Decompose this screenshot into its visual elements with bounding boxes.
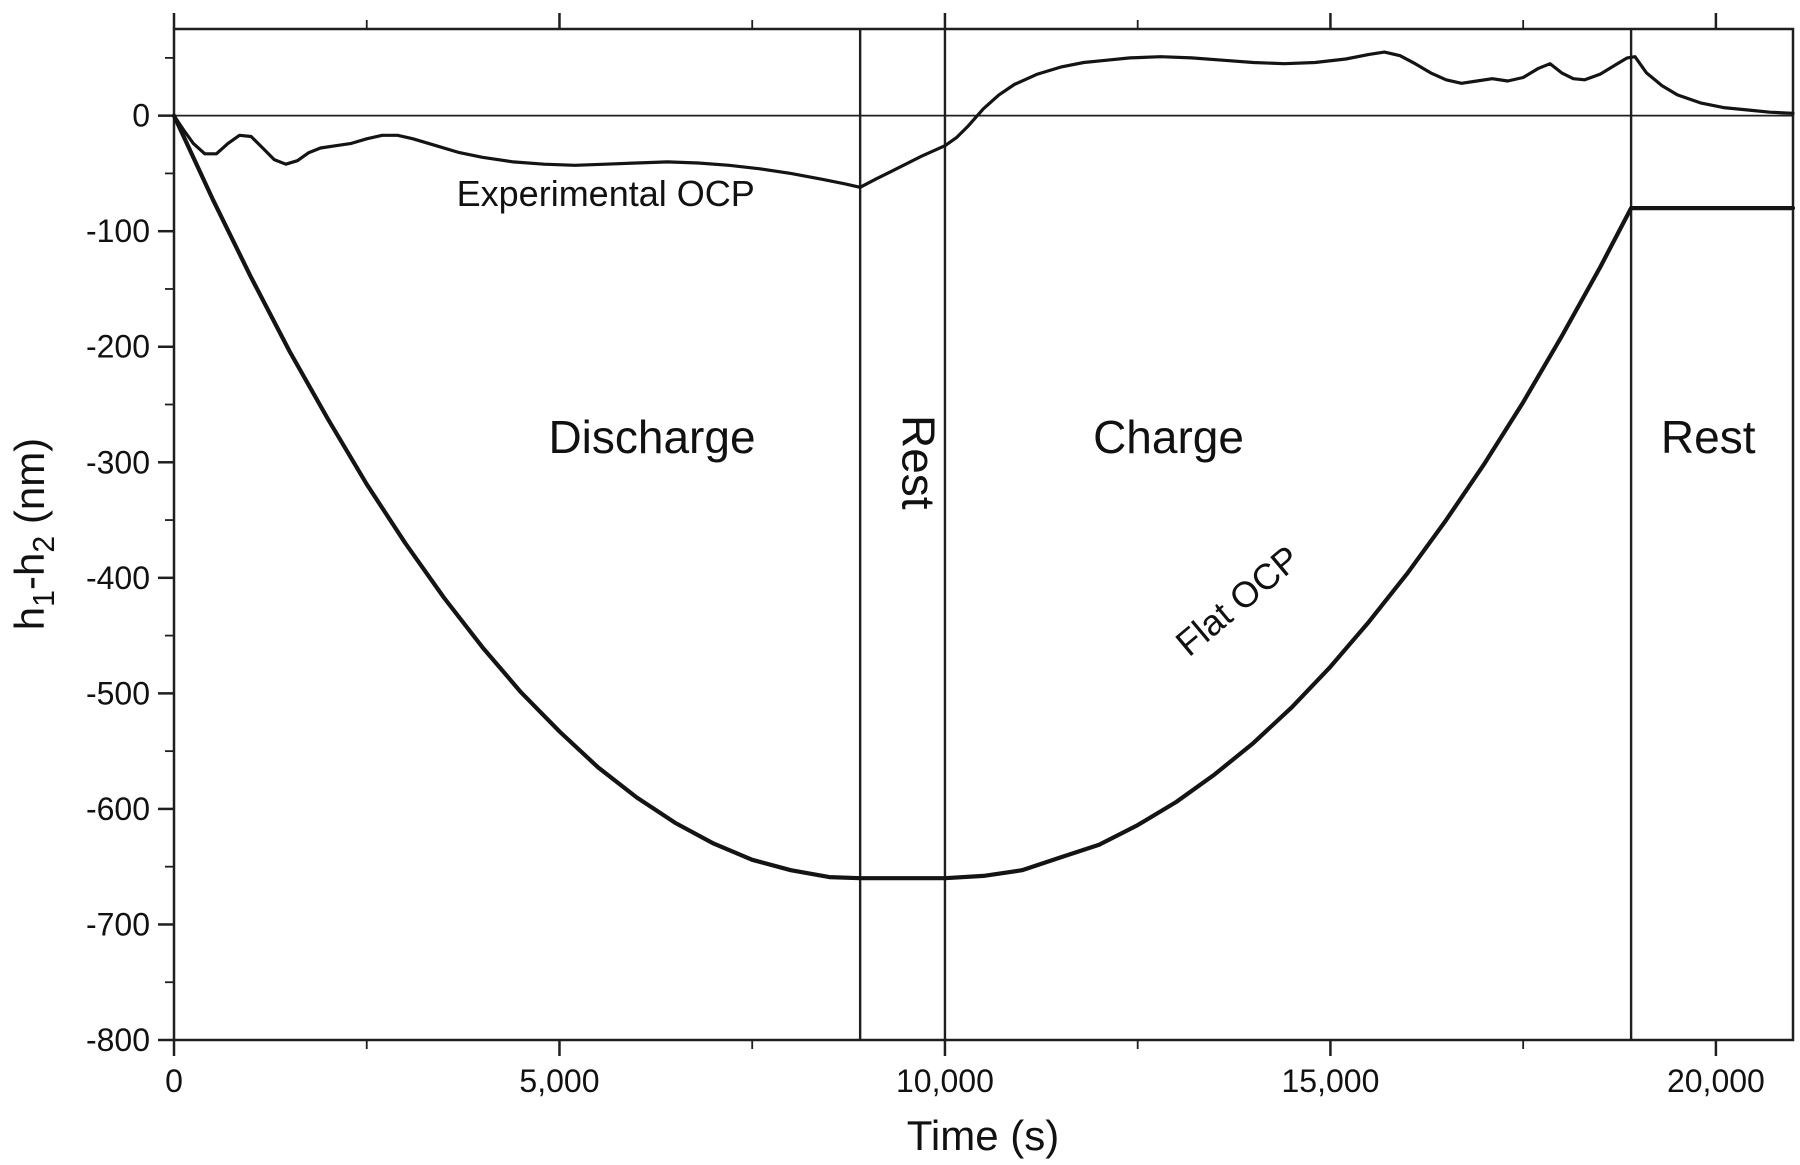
x-tick-label: 20,000 (1667, 1063, 1765, 1099)
annotation-rest: Rest (1661, 411, 1756, 463)
y-title-text: h (6, 607, 53, 630)
y-tick-label: -300 (86, 444, 150, 480)
reference-lines (174, 29, 1793, 1040)
annotation-rest: Rest (893, 415, 945, 510)
curve-experimental-ocp (172, 50, 1795, 189)
y-title-text: (nm) (6, 438, 53, 536)
y-tick-label: -700 (86, 906, 150, 942)
x-axis-title: Time (s) (907, 1112, 1059, 1159)
curve-flat-ocp (171, 113, 1796, 881)
y-tick-label: -600 (86, 791, 150, 827)
plot-border (172, 27, 1795, 1042)
plot-frame (172, 27, 1795, 1042)
x-tick-label: 15,000 (1281, 1063, 1379, 1099)
y-tick-label: -500 (86, 675, 150, 711)
x-tick-label: 0 (165, 1063, 183, 1099)
y-title-text: -h (6, 553, 53, 590)
data-curves (171, 50, 1796, 881)
y-tick-label: -800 (86, 1022, 150, 1058)
axis-ticks (158, 13, 1718, 1056)
annotation-experimental-ocp: Experimental OCP (457, 173, 755, 214)
x-tick-label: 10,000 (896, 1063, 994, 1099)
y-tick-label: -400 (86, 560, 150, 596)
y-axis-title: h1-h2 (nm) (6, 438, 61, 630)
x-tick-label: 5,000 (519, 1063, 599, 1099)
y-title-subscript: 2 (28, 536, 61, 553)
annotation-discharge: Discharge (548, 411, 755, 463)
annotation-charge: Charge (1093, 411, 1244, 463)
y-tick-label: -100 (86, 213, 150, 249)
y-title-subscript: 1 (28, 590, 61, 607)
annotation-flat-ocp: Flat OCP (1168, 537, 1308, 664)
axis-tick-labels: 0 -100 -200 -300 -400 -500 -600 -700 -800 0 5,000 1… (86, 98, 1765, 1099)
y-tick-label: -200 (86, 329, 150, 365)
y-tick-label: 0 (132, 98, 150, 134)
annotations: Experimental OCP Discharge Rest Charge Flat … (457, 173, 1756, 664)
